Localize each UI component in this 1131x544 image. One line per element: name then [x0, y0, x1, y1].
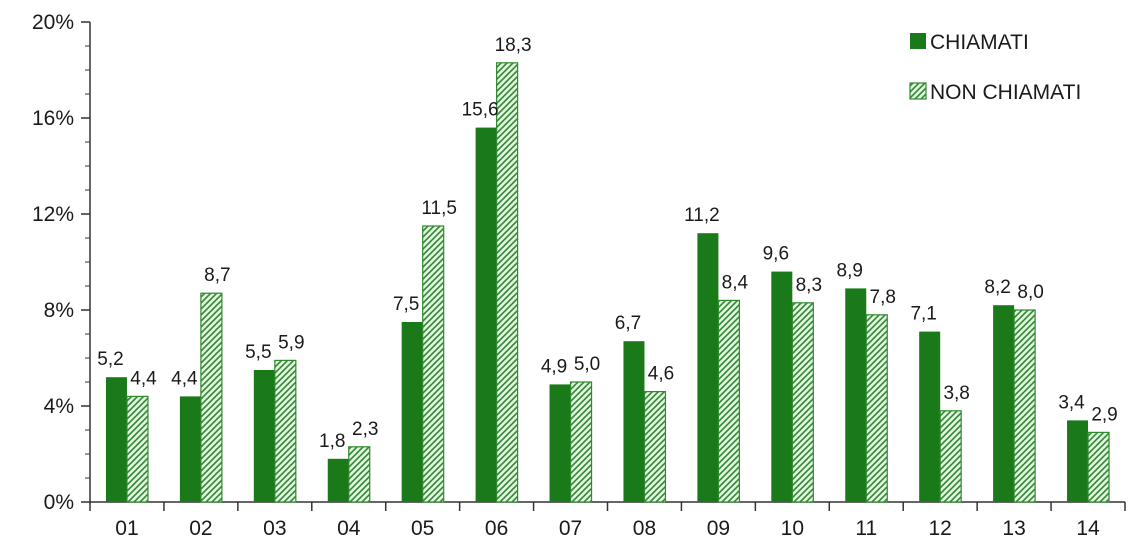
bar-non-chiamati [496, 62, 519, 503]
legend-swatch-non-chiamati [909, 82, 927, 100]
bar-non-chiamati [1087, 431, 1110, 503]
legend: CHIAMATI NON CHIAMATI [909, 31, 1081, 104]
y-tick-label: 12% [32, 203, 74, 226]
bar-non-chiamati [939, 410, 962, 503]
legend-label-non-chiamati: NON CHIAMATI [930, 81, 1081, 104]
x-axis: 01 02 03 04 05 06 07 08 09 10 11 12 13 14 [89, 501, 1126, 540]
data-label-non-chiamati: 4,6 [648, 364, 674, 385]
data-label-non-chiamati: 4,4 [130, 368, 157, 389]
x-tick-label: 13 [1002, 517, 1025, 540]
bar-non-chiamati [643, 391, 667, 503]
data-label-chiamati: 15,6 [462, 100, 499, 121]
bar-chiamati [253, 370, 275, 502]
bar-chiamati [771, 271, 793, 502]
y-axis: 0% 4% 8% 12% 16% 20% [32, 11, 91, 514]
bar-non-chiamati [1013, 309, 1036, 503]
data-label-non-chiamati: 7,8 [870, 287, 896, 308]
bar-chiamati [919, 331, 941, 502]
data-label-non-chiamati: 8,7 [204, 265, 230, 286]
legend-swatch-chiamati [910, 33, 926, 49]
data-label-non-chiamati: 11,5 [421, 198, 457, 219]
bar-non-chiamati [791, 302, 814, 503]
x-tick-label: 11 [855, 517, 877, 540]
bar-non-chiamati [200, 292, 223, 503]
x-tick-label: 14 [1076, 517, 1100, 540]
bar-non-chiamati [865, 314, 888, 503]
bar-non-chiamati [126, 395, 149, 503]
bar-chiamati [993, 305, 1015, 502]
data-label-non-chiamati: 8,3 [796, 275, 822, 296]
legend-label-chiamati: CHIAMATI [930, 31, 1029, 54]
data-label-chiamati: 6,7 [615, 313, 641, 334]
bar-chiamati [401, 322, 423, 502]
data-label-chiamati: 1,8 [319, 431, 345, 452]
data-label-chiamati: 8,9 [837, 260, 863, 281]
data-label-chiamati: 7,5 [393, 294, 419, 315]
x-tick-label: 07 [559, 517, 582, 540]
data-label-non-chiamati: 5,9 [278, 332, 304, 353]
bar-chiamati [179, 396, 201, 502]
bar-chiamati [327, 458, 349, 502]
x-tick-label: 08 [633, 517, 656, 540]
data-label-chiamati: 3,4 [1058, 392, 1085, 413]
bar-non-chiamati [422, 225, 445, 503]
x-tick-label: 12 [928, 517, 951, 540]
data-label-non-chiamati: 8,0 [1017, 282, 1043, 303]
x-tick-label: 10 [781, 517, 804, 540]
data-label-non-chiamati: 2,9 [1091, 404, 1117, 425]
data-label-chiamati: 4,9 [541, 356, 567, 377]
bar-non-chiamati [569, 381, 593, 503]
bar-chiamati [475, 127, 497, 502]
x-tick-label: 02 [189, 517, 212, 540]
data-label-chiamati: 8,2 [984, 277, 1010, 298]
y-tick-label: 8% [44, 299, 74, 322]
bar-chiamati [697, 233, 719, 502]
data-label-non-chiamati: 3,8 [943, 383, 969, 404]
x-tick-label: 09 [707, 517, 730, 540]
data-label-non-chiamati: 8,4 [722, 272, 749, 293]
x-tick-label: 05 [411, 517, 434, 540]
bars [105, 62, 1110, 503]
bar-chiamati [549, 384, 571, 502]
data-label-non-chiamati: 18,3 [495, 35, 532, 56]
x-tick-label: 04 [337, 517, 361, 540]
y-tick-label: 16% [32, 107, 74, 130]
bar-chiamati [623, 341, 645, 502]
y-tick-label: 20% [32, 11, 74, 34]
x-tick-label: 03 [263, 517, 286, 540]
data-label-chiamati: 7,1 [910, 304, 936, 325]
data-label-chiamati: 11,2 [684, 205, 720, 226]
data-label-chiamati: 5,2 [97, 349, 123, 370]
y-tick-label: 4% [44, 395, 74, 418]
data-label-non-chiamati: 2,3 [352, 419, 378, 440]
data-labels: 5,2 4,4 4,4 8,7 5,5 5,9 1,8 2,3 7,5 11,5 15,6 18,3 4… [97, 35, 1117, 452]
y-tick-label: 0% [44, 491, 74, 514]
data-label-non-chiamati: 5,0 [574, 354, 600, 375]
data-label-chiamati: 5,5 [245, 342, 271, 363]
bar-non-chiamati [717, 299, 740, 503]
bar-chiamati [105, 377, 127, 502]
data-label-chiamati: 4,4 [171, 368, 198, 389]
bar-chiamati [1067, 420, 1089, 502]
x-tick-label: 01 [115, 517, 138, 540]
data-label-chiamati: 9,6 [763, 244, 789, 265]
x-tick-label: 06 [485, 517, 508, 540]
bar-non-chiamati [348, 446, 371, 503]
bar-non-chiamati [274, 359, 297, 503]
bar-chiamati [845, 288, 867, 502]
